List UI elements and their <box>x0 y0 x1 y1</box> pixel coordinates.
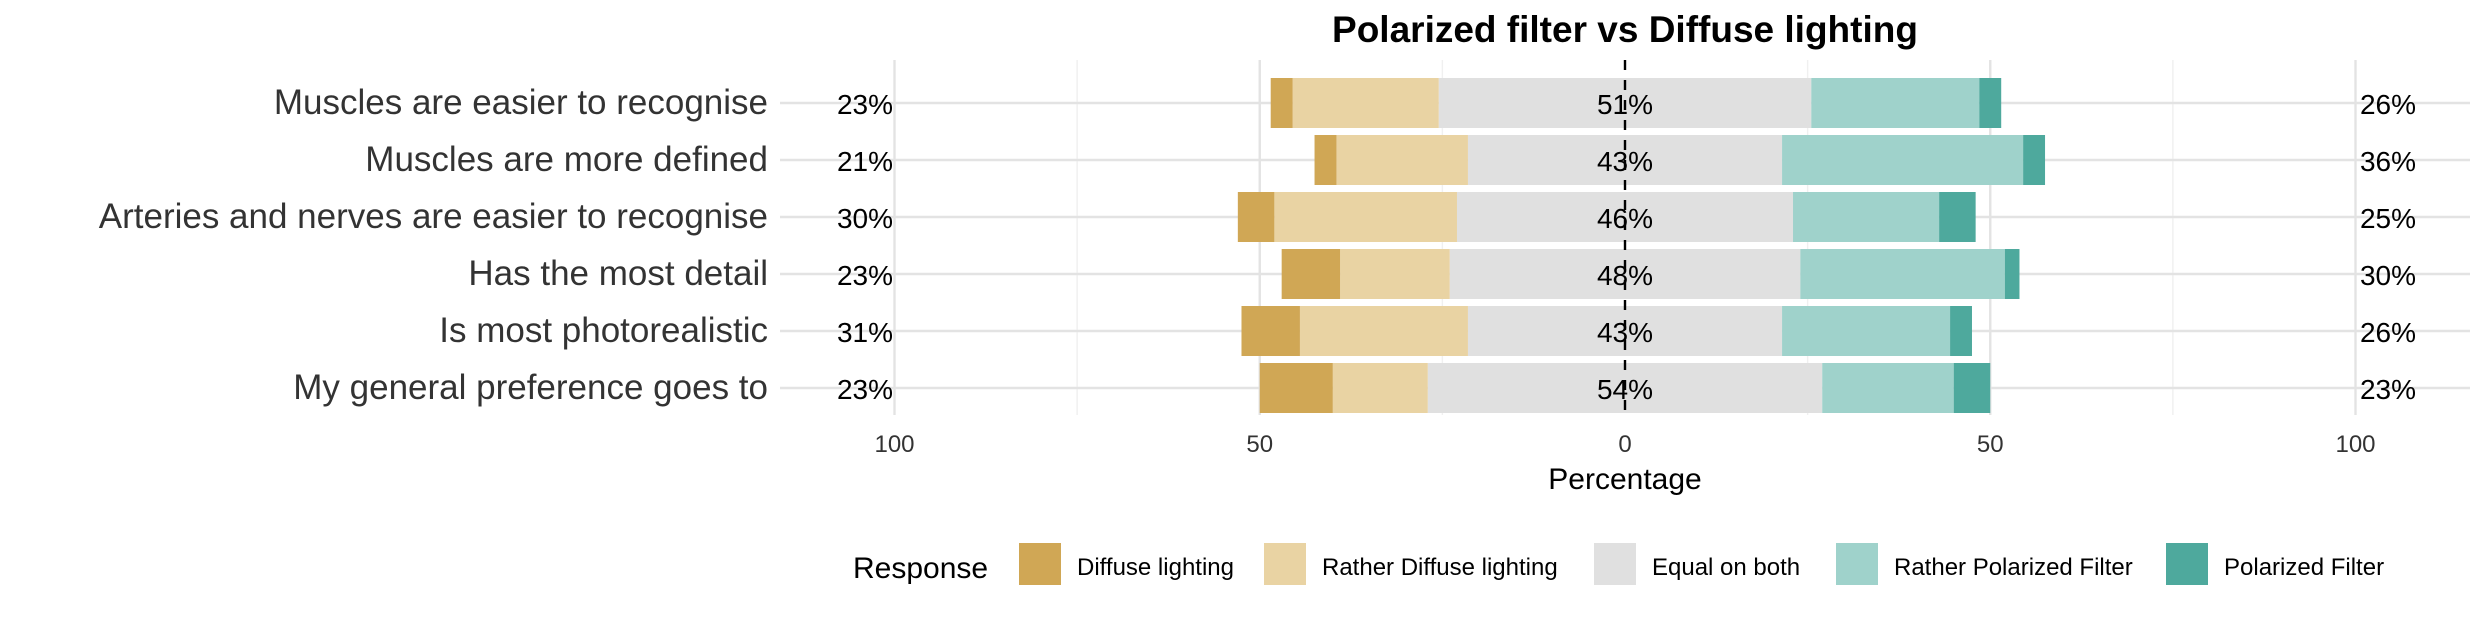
x-axis-title: Percentage <box>1548 463 1701 496</box>
center-percent-label: 51% <box>1597 89 1653 120</box>
center-percent-label: 43% <box>1597 317 1653 348</box>
right-percent-label: 25% <box>2360 203 2416 234</box>
legend-label: Polarized Filter <box>2224 554 2384 581</box>
category-label: Muscles are easier to recognise <box>274 83 768 122</box>
x-ticks: 100 50 0 50 100 <box>874 431 2375 458</box>
bar-polarized-filter <box>1979 78 2002 128</box>
bar-polarized-filter <box>1939 192 1976 242</box>
center-percent-label: 43% <box>1597 146 1653 177</box>
bar-rather-polarized-filter <box>1811 78 1980 128</box>
category-label: Is most photorealistic <box>439 311 768 350</box>
bar-polarized-filter <box>2004 249 2020 299</box>
legend-label: Rather Diffuse lighting <box>1322 554 1558 581</box>
x-tick-label: 0 <box>1618 431 1631 458</box>
bar-diffuse-lighting <box>1259 363 1333 413</box>
category-label: Has the most detail <box>468 254 768 293</box>
category-label: My general preference goes to <box>293 368 768 407</box>
bar-rather-polarized-filter <box>1822 363 1954 413</box>
bar-equal-on-both <box>1449 249 1801 299</box>
right-percent-label: 30% <box>2360 260 2416 291</box>
right-percent-label: 36% <box>2360 146 2416 177</box>
legend-swatch <box>2166 543 2208 585</box>
right-percent-label: 26% <box>2360 89 2416 120</box>
left-percent-label: 23% <box>837 89 893 120</box>
bar-polarized-filter <box>1950 306 1972 356</box>
bar-rather-diffuse-lighting <box>1336 135 1468 185</box>
legend-swatch <box>1594 543 1636 585</box>
bar-rather-diffuse-lighting <box>1274 192 1457 242</box>
bar-rather-polarized-filter <box>1782 306 1951 356</box>
category-label: Muscles are more defined <box>365 140 768 179</box>
right-percent-label: 23% <box>2360 374 2416 405</box>
chart-title: Polarized filter vs Diffuse lighting <box>1332 9 1918 50</box>
center-percent-label: 48% <box>1597 260 1653 291</box>
bar-rather-diffuse-lighting <box>1292 78 1439 128</box>
bar-rather-polarized-filter <box>1793 192 1940 242</box>
x-tick-label: 100 <box>874 431 914 458</box>
bar-diffuse-lighting <box>1281 249 1341 299</box>
legend-label: Rather Polarized Filter <box>1894 554 2133 581</box>
bar-rather-polarized-filter <box>1800 249 2005 299</box>
bar-rather-diffuse-lighting <box>1340 249 1450 299</box>
left-percent-label: 23% <box>837 260 893 291</box>
bar-rather-diffuse-lighting <box>1332 363 1428 413</box>
bar-polarized-filter <box>1953 363 1991 413</box>
right-percent-label: 26% <box>2360 317 2416 348</box>
left-percent-label: 31% <box>837 317 893 348</box>
legend: Response Diffuse lighting Rather Diffuse … <box>853 543 2384 585</box>
bar-diffuse-lighting <box>1237 192 1275 242</box>
legend-swatch <box>1264 543 1306 585</box>
category-label: Arteries and nerves are easier to recogn… <box>99 197 768 236</box>
legend-label: Equal on both <box>1652 554 1800 581</box>
x-tick-label: 50 <box>1246 431 1273 458</box>
bar-polarized-filter <box>2023 135 2046 185</box>
bars <box>1237 78 2046 413</box>
left-percent-label: 21% <box>837 146 893 177</box>
bar-diffuse-lighting <box>1241 306 1300 356</box>
bar-diffuse-lighting <box>1270 78 1293 128</box>
left-percent-label: 30% <box>837 203 893 234</box>
center-percent-label: 54% <box>1597 374 1653 405</box>
x-tick-label: 100 <box>2335 431 2375 458</box>
bar-diffuse-lighting <box>1314 135 1337 185</box>
legend-swatch <box>1836 543 1878 585</box>
legend-title: Response <box>853 552 988 585</box>
bar-rather-diffuse-lighting <box>1299 306 1468 356</box>
x-tick-label: 50 <box>1977 431 2004 458</box>
legend-label: Diffuse lighting <box>1077 554 1234 581</box>
center-percent-label: 46% <box>1597 203 1653 234</box>
left-percent-label: 23% <box>837 374 893 405</box>
labels: Muscles are easier to recognise 23% 51% 26%… <box>99 83 2416 407</box>
legend-swatch <box>1019 543 1061 585</box>
bar-rather-polarized-filter <box>1782 135 2024 185</box>
